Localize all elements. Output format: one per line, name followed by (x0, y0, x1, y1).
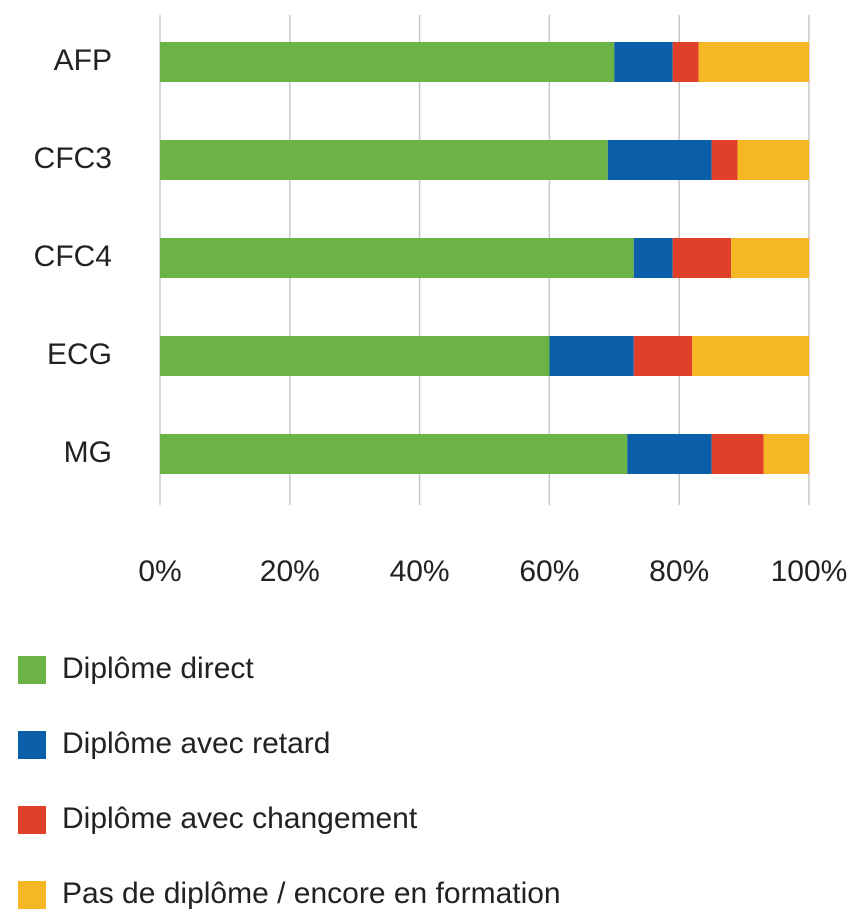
bar-segment (160, 238, 634, 278)
legend-label: Diplôme avec retard (62, 727, 330, 760)
bar-segment (672, 238, 732, 278)
legend-swatch (18, 731, 46, 759)
bar-segment (711, 140, 738, 180)
x-tick-label: 60% (519, 555, 579, 588)
bar-segment (160, 42, 615, 82)
bar-segment (692, 336, 809, 376)
y-tick-label: CFC4 (34, 240, 112, 273)
bar-segment (731, 238, 809, 278)
bar-segment (672, 42, 699, 82)
legend-label: Pas de diplôme / encore en formation (62, 877, 561, 910)
x-tick-label: 40% (390, 555, 450, 588)
y-tick-label: ECG (47, 338, 112, 371)
legend-swatch (18, 806, 46, 834)
bar-segment (160, 434, 628, 474)
legend-label: Diplôme avec changement (62, 802, 418, 835)
x-tick-label: 0% (138, 555, 181, 588)
bar-segment (614, 42, 673, 82)
y-tick-label: CFC3 (34, 142, 112, 175)
legend-label: Diplôme direct (62, 652, 254, 685)
bar-segment (549, 336, 634, 376)
y-tick-label: AFP (54, 44, 112, 77)
bar-segment (633, 336, 693, 376)
legend-swatch (18, 881, 46, 909)
bar-segment (737, 140, 809, 180)
bar-segment (160, 140, 608, 180)
bar-segment (607, 140, 712, 180)
bar-segment (711, 434, 764, 474)
x-tick-label: 80% (649, 555, 709, 588)
bar-segment (698, 42, 809, 82)
legend-swatch (18, 656, 46, 684)
y-tick-label: MG (64, 436, 112, 469)
bar-segment (627, 434, 712, 474)
bar-segment (633, 238, 673, 278)
bar-segment (160, 336, 550, 376)
x-tick-label: 100% (771, 555, 848, 588)
bar-segment (763, 434, 809, 474)
x-tick-label: 20% (260, 555, 320, 588)
